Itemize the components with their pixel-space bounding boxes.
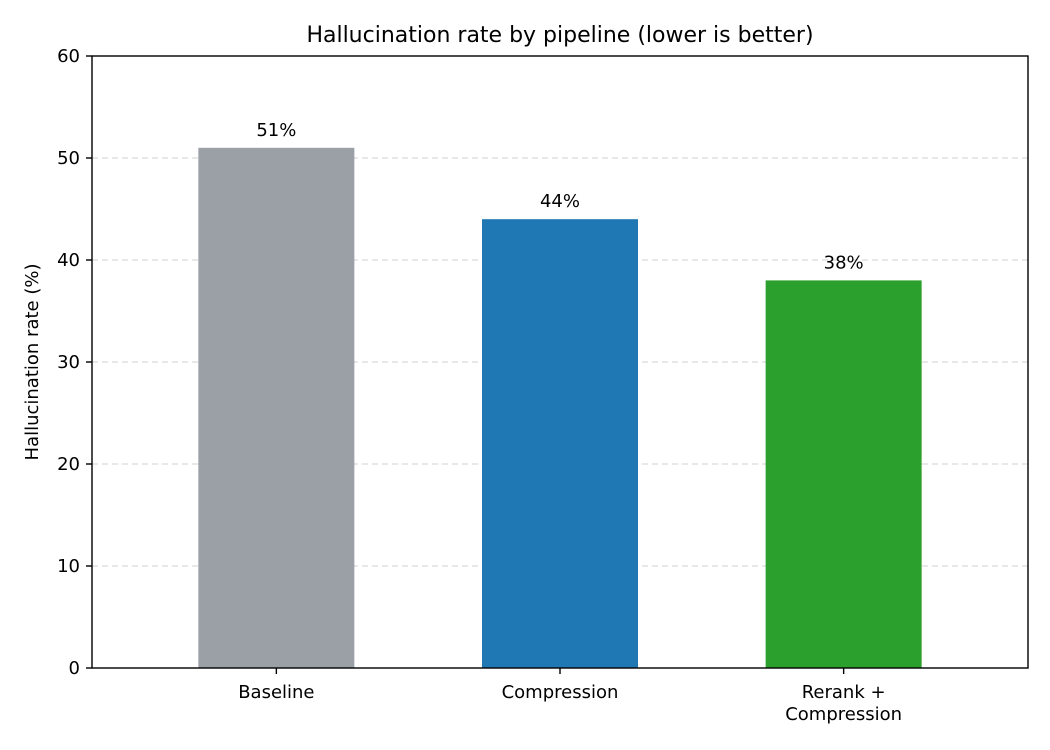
y-tick-label: 10	[57, 556, 80, 577]
y-tick-label: 40	[57, 250, 80, 271]
x-tick-label: Rerank +	[802, 682, 886, 703]
x-tick-label: Compression	[785, 704, 902, 725]
y-tick-label: 30	[57, 352, 80, 373]
y-axis-ticks: 0 10 20 30 40 50 60	[57, 46, 92, 679]
y-tick-label: 0	[69, 658, 80, 679]
y-tick-label: 60	[57, 46, 80, 67]
bar	[198, 147, 355, 669]
y-axis-label: Hallucination rate (%)	[22, 264, 43, 461]
x-tick-label: Baseline	[238, 682, 314, 703]
bar-value-label: 38%	[824, 252, 864, 273]
x-axis-ticks: Baseline Compression Rerank +Compression	[238, 668, 902, 725]
bar-value-label: 44%	[540, 191, 580, 212]
y-tick-label: 20	[57, 454, 80, 475]
y-tick-label: 50	[57, 148, 80, 169]
bar	[765, 280, 922, 668]
x-tick-label: Compression	[502, 682, 619, 703]
bar-value-label: 51%	[256, 120, 296, 141]
bars	[198, 147, 922, 669]
bar	[482, 219, 638, 668]
chart-title: Hallucination rate by pipeline (lower is…	[306, 23, 813, 48]
data-labels: 51% 44% 38%	[256, 120, 863, 274]
